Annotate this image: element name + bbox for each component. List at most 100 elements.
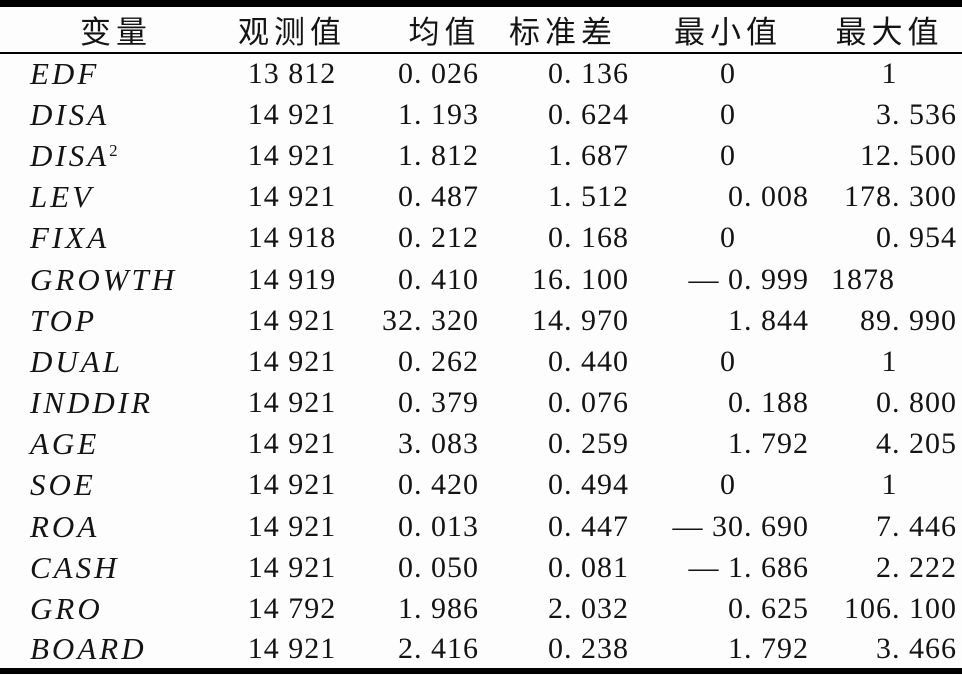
variable-name: TOP <box>30 302 98 338</box>
table-row: LEV 14 921 0. 487 1. 512 0. 008 178. 300 <box>0 177 962 218</box>
cell-observations: 14 792 <box>247 592 337 626</box>
cell-max: 2. 222 <box>876 550 957 584</box>
cell-mean: 0. 013 <box>398 509 479 543</box>
cell-variable: GRO <box>0 588 232 629</box>
table-row: AGE 14 921 3. 083 0. 259 1. 792 4. 205 <box>0 424 962 465</box>
cell-observations: 14 921 <box>247 550 337 584</box>
col-header-min: 最小值 <box>674 15 782 50</box>
variable-name: GRO <box>30 591 103 627</box>
variable-superscript: 2 <box>109 140 118 160</box>
cell-variable: SOE <box>0 465 232 506</box>
cell-min: 0 <box>720 138 736 172</box>
table-row: DISA2 14 921 1. 812 1. 687 0 12. 500 <box>0 135 962 176</box>
cell-mean: 0. 420 <box>398 468 479 502</box>
cell-variable: EDF <box>0 53 232 94</box>
cell-min: — 30. 690 <box>672 509 809 543</box>
table-row: CASH 14 921 0. 050 0. 081 — 1. 686 2. 222 <box>0 547 962 588</box>
cell-observations: 14 921 <box>247 138 337 172</box>
cell-std-dev: 0. 081 <box>548 550 629 584</box>
cell-variable: ROA <box>0 506 232 547</box>
variable-name: SOE <box>30 467 96 503</box>
cell-variable: DUAL <box>0 341 232 382</box>
cell-variable: FIXA <box>0 218 232 259</box>
variable-name: GROWTH <box>30 261 178 297</box>
cell-std-dev: 16. 100 <box>532 262 629 296</box>
col-header-variable: 变量 <box>80 15 152 50</box>
cell-min: 0. 625 <box>728 592 809 626</box>
variable-name: FIXA <box>30 220 110 256</box>
cell-mean: 0. 050 <box>398 550 479 584</box>
col-header-max: 最大值 <box>835 15 944 50</box>
cell-max: 12. 500 <box>860 138 957 172</box>
table-row: GROWTH 14 919 0. 410 16. 100 — 0. 999 1878 <box>0 259 962 300</box>
cell-std-dev: 0. 494 <box>548 468 629 502</box>
cell-mean: 2. 416 <box>398 631 479 665</box>
cell-variable: DISA2 <box>0 135 232 176</box>
cell-min: 0 <box>720 468 736 502</box>
cell-min: 0. 188 <box>728 386 809 420</box>
cell-max: 0. 800 <box>876 386 957 420</box>
cell-min: 1. 844 <box>728 303 809 337</box>
cell-mean: 32. 320 <box>382 303 479 337</box>
cell-max: 7. 446 <box>876 509 957 543</box>
cell-std-dev: 0. 136 <box>548 57 629 91</box>
cell-observations: 13 812 <box>247 57 337 91</box>
cell-mean: 0. 379 <box>398 386 479 420</box>
variable-name: DISA <box>30 137 110 173</box>
table-row: SOE 14 921 0. 420 0. 494 0 1 <box>0 465 962 506</box>
table-row: BOARD 14 921 2. 416 0. 238 1. 792 3. 466 <box>0 630 962 671</box>
cell-std-dev: 2. 032 <box>548 592 629 626</box>
cell-max: 3. 466 <box>876 631 957 665</box>
cell-max: 4. 205 <box>876 427 957 461</box>
cell-min: 0 <box>720 344 736 378</box>
cell-variable: GROWTH <box>0 259 232 300</box>
table-row: INDDIR 14 921 0. 379 0. 076 0. 188 0. 800 <box>0 383 962 424</box>
cell-mean: 0. 487 <box>398 180 479 214</box>
variable-name: AGE <box>30 426 100 462</box>
variable-name: EDF <box>30 56 100 92</box>
variable-name: LEV <box>30 179 95 215</box>
col-header-mean: 均值 <box>408 15 481 50</box>
variable-name: CASH <box>30 549 120 585</box>
cell-max: 1878 <box>831 262 895 296</box>
table-header-row: 变量 观测值 均值 标准差 最小值 最大值 <box>0 4 962 53</box>
variable-name: BOARD <box>30 630 147 666</box>
cell-std-dev: 0. 238 <box>548 631 629 665</box>
cell-std-dev: 0. 076 <box>548 386 629 420</box>
cell-variable: BOARD <box>0 630 232 671</box>
cell-observations: 14 919 <box>247 262 337 296</box>
col-header-std-dev: 标准差 <box>509 15 617 50</box>
cell-mean: 0. 026 <box>398 57 479 91</box>
cell-min: 1. 792 <box>728 631 809 665</box>
cell-std-dev: 1. 687 <box>548 138 629 172</box>
cell-mean: 1. 193 <box>398 97 479 131</box>
cell-min: — 0. 999 <box>688 262 809 296</box>
cell-max: 89. 990 <box>860 303 957 337</box>
cell-std-dev: 0. 440 <box>548 344 629 378</box>
cell-max: 0. 954 <box>876 221 957 255</box>
variable-name: DUAL <box>30 343 123 379</box>
cell-min: 0 <box>720 221 736 255</box>
table-row: GRO 14 792 1. 986 2. 032 0. 625 106. 100 <box>0 588 962 629</box>
cell-observations: 14 921 <box>247 386 337 420</box>
cell-max: 3. 536 <box>876 97 957 131</box>
cell-max: 106. 100 <box>844 592 957 626</box>
col-header-observations: 观测值 <box>238 15 346 50</box>
cell-variable: INDDIR <box>0 383 232 424</box>
cell-min: — 1. 686 <box>688 550 809 584</box>
cell-mean: 1. 986 <box>398 592 479 626</box>
cell-variable: TOP <box>0 300 232 341</box>
table-row: TOP 14 921 32. 320 14. 970 1. 844 89. 990 <box>0 300 962 341</box>
table-row: FIXA 14 918 0. 212 0. 168 0 0. 954 <box>0 218 962 259</box>
table-row: DUAL 14 921 0. 262 0. 440 0 1 <box>0 341 962 382</box>
cell-observations: 14 921 <box>247 509 337 543</box>
cell-observations: 14 921 <box>247 180 337 214</box>
cell-variable: LEV <box>0 177 232 218</box>
cell-mean: 1. 812 <box>398 138 479 172</box>
cell-observations: 14 921 <box>247 303 337 337</box>
cell-std-dev: 1. 512 <box>548 180 629 214</box>
cell-min: 1. 792 <box>728 427 809 461</box>
cell-std-dev: 0. 168 <box>548 221 629 255</box>
cell-mean: 3. 083 <box>398 427 479 461</box>
